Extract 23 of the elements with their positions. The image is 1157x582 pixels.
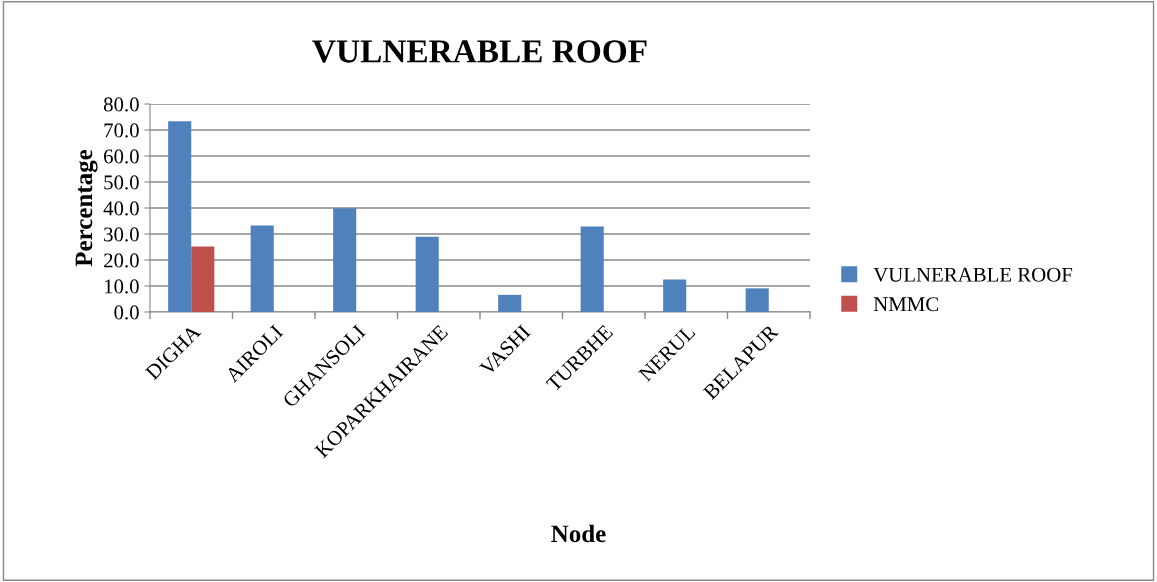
bar [191, 246, 215, 312]
bar [745, 288, 769, 312]
legend-label: VULNERABLE ROOF [873, 267, 1073, 282]
x-axis-title: Node [551, 524, 606, 543]
y-tick-label: 20.0 [104, 253, 139, 268]
bar [498, 294, 522, 312]
y-tick-label: 70.0 [104, 123, 139, 138]
bar [168, 121, 192, 312]
y-tick-label: 30.0 [104, 227, 139, 242]
y-tick-label: 10.0 [104, 279, 139, 294]
bar [663, 279, 687, 312]
y-tick-label: 0.0 [114, 305, 139, 320]
y-tick-label: 60.0 [104, 149, 139, 164]
y-tick-label: 40.0 [103, 201, 139, 216]
bar [333, 208, 357, 312]
y-axis-title: Percentage [75, 149, 98, 267]
y-tick-label: 80.0 [103, 97, 139, 112]
chart-title: VULNERABLE ROOF [312, 40, 647, 63]
legend-label: NMMC [873, 297, 939, 312]
y-tick-label: 50.0 [104, 175, 139, 190]
bar [250, 225, 274, 312]
bar [580, 226, 604, 312]
bar [415, 236, 439, 312]
